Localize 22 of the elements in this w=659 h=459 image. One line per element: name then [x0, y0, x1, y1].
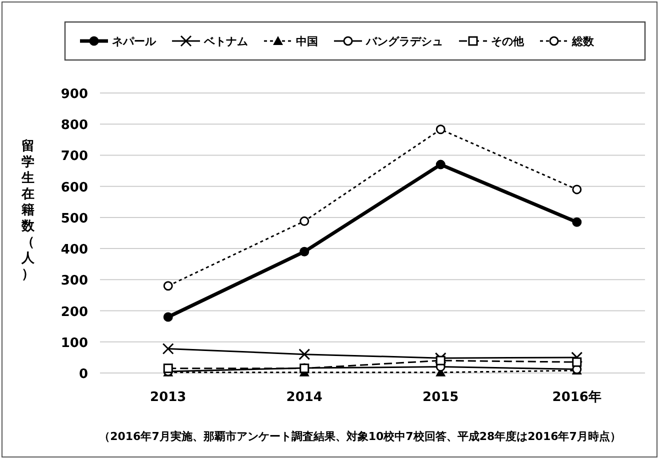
legend-label: ベトナム — [203, 35, 248, 48]
y-tick-label: 600 — [60, 180, 88, 196]
legend-label: その他 — [491, 35, 525, 48]
y-tick-label: 900 — [60, 87, 88, 102]
y-tick-label: 700 — [60, 149, 88, 164]
y-tick-label: 0 — [78, 367, 88, 382]
legend-label: 中国 — [296, 35, 318, 48]
x-tick-label: 2016年 — [552, 390, 602, 405]
text: （2016年7月実施、那覇市アンケート調査結果、対象10校中7校回答、平成28年度は2016年7月時点） — [99, 430, 621, 443]
legend-label: バングラデシュ — [365, 35, 443, 48]
y-tick-label: 300 — [60, 274, 88, 289]
y-tick-label: 800 — [60, 118, 88, 134]
x-tick-label: 2014 — [286, 390, 322, 405]
legend-label: ネパール — [112, 35, 157, 48]
text: 留学生在籍数（人） — [22, 139, 34, 282]
y-tick-label: 400 — [60, 242, 88, 258]
x-tick-label: 2015 — [422, 390, 459, 405]
legend-label: 総数 — [571, 35, 595, 48]
y-tick-label: 200 — [60, 304, 88, 320]
y-tick-label: 500 — [60, 211, 88, 226]
x-tick-label: 2013 — [150, 390, 186, 405]
y-tick-label: 100 — [60, 336, 88, 351]
